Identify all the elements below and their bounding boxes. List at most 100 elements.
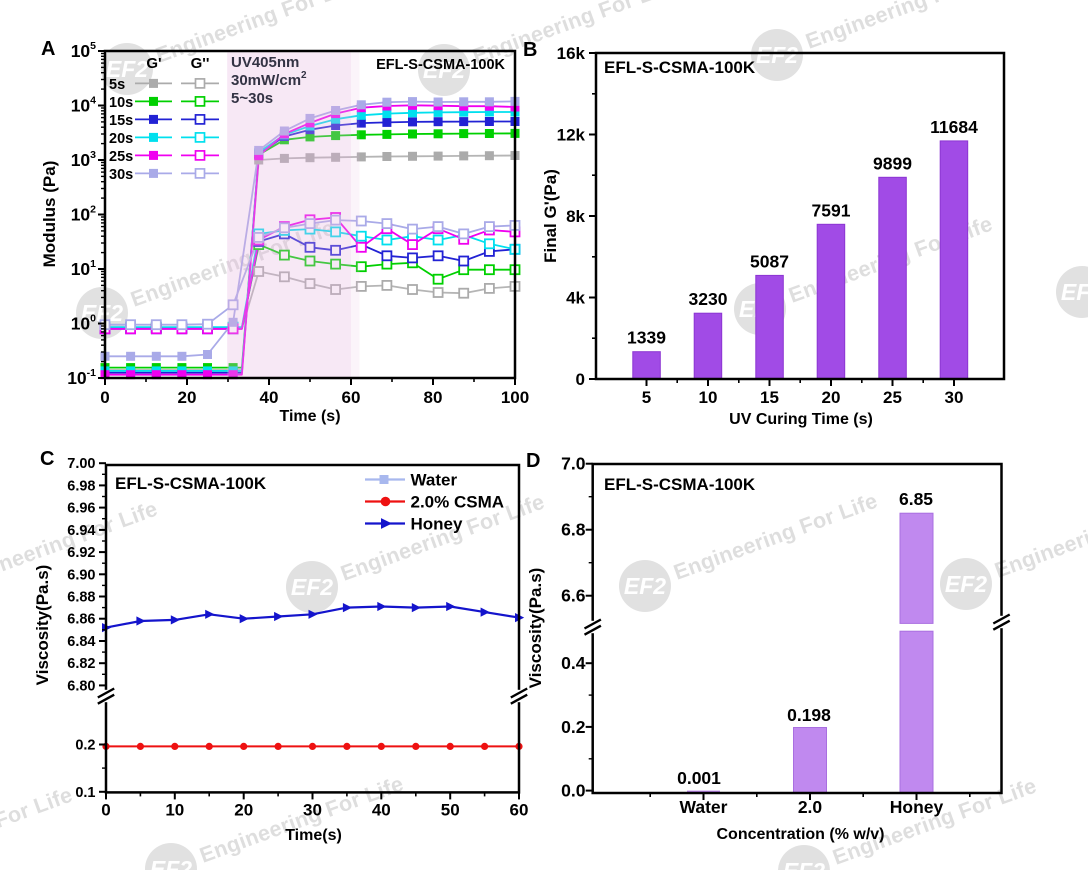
svg-text:0: 0 xyxy=(576,370,585,389)
svg-text:Time(s): Time(s) xyxy=(285,827,342,844)
svg-text:6.94: 6.94 xyxy=(67,523,95,539)
svg-text:6.82: 6.82 xyxy=(67,656,95,672)
svg-text:EF2: EF2 xyxy=(150,856,192,870)
svg-text:7591: 7591 xyxy=(812,200,851,220)
svg-text:Honey: Honey xyxy=(890,797,944,817)
svg-text:100: 100 xyxy=(501,388,529,407)
svg-text:6.80: 6.80 xyxy=(67,678,95,694)
svg-text:15: 15 xyxy=(760,388,779,407)
svg-text:EF2: EF2 xyxy=(624,573,666,599)
svg-text:EF2: EF2 xyxy=(291,574,333,600)
svg-text:0: 0 xyxy=(101,800,110,819)
svg-text:103: 103 xyxy=(71,149,96,170)
svg-text:50: 50 xyxy=(441,800,460,819)
svg-text:104: 104 xyxy=(71,95,96,116)
svg-text:102: 102 xyxy=(71,204,96,225)
svg-text:6.85: 6.85 xyxy=(899,489,933,509)
svg-text:6.98: 6.98 xyxy=(67,478,95,494)
svg-text:Water: Water xyxy=(680,797,728,817)
svg-text:D: D xyxy=(526,450,540,472)
svg-text:10: 10 xyxy=(165,800,184,819)
svg-text:7.0: 7.0 xyxy=(561,454,586,474)
svg-text:3230: 3230 xyxy=(689,289,728,309)
svg-text:Concentration (% w/v): Concentration (% w/v) xyxy=(716,826,884,843)
svg-text:30: 30 xyxy=(303,800,322,819)
svg-text:EF2: EF2 xyxy=(756,42,798,68)
svg-text:Final G'(Pa): Final G'(Pa) xyxy=(541,169,560,263)
svg-text:0.0: 0.0 xyxy=(561,781,586,801)
svg-text:20: 20 xyxy=(234,800,253,819)
svg-text:Modulus (Pa): Modulus (Pa) xyxy=(40,161,59,268)
svg-text:25: 25 xyxy=(883,388,902,407)
svg-text:40: 40 xyxy=(260,388,279,407)
svg-text:5: 5 xyxy=(642,388,651,407)
svg-text:20s: 20s xyxy=(109,131,133,147)
svg-text:7.00: 7.00 xyxy=(67,456,95,472)
svg-text:6.92: 6.92 xyxy=(67,545,95,561)
svg-text:5087: 5087 xyxy=(750,251,789,271)
svg-text:Honey: Honey xyxy=(411,515,464,534)
svg-text:20: 20 xyxy=(178,388,197,407)
svg-text:60: 60 xyxy=(510,800,529,819)
svg-text:9899: 9899 xyxy=(873,153,912,173)
svg-text:G'': G'' xyxy=(191,55,210,72)
svg-text:60: 60 xyxy=(342,388,361,407)
svg-text:101: 101 xyxy=(71,258,96,279)
svg-text:6.8: 6.8 xyxy=(561,520,586,540)
svg-text:12k: 12k xyxy=(557,126,586,145)
svg-text:0.001: 0.001 xyxy=(677,768,721,788)
svg-text:EFL-S-CSMA-100K: EFL-S-CSMA-100K xyxy=(115,474,267,493)
svg-text:4k: 4k xyxy=(566,289,585,308)
svg-text:30mW/cm2: 30mW/cm2 xyxy=(231,70,307,89)
svg-text:25s: 25s xyxy=(109,149,133,165)
svg-text:EF2: EF2 xyxy=(783,858,825,870)
svg-text:11684: 11684 xyxy=(930,117,978,137)
svg-text:Water: Water xyxy=(411,471,458,490)
svg-text:10: 10 xyxy=(699,388,718,407)
svg-text:EFL-S-CSMA-100K: EFL-S-CSMA-100K xyxy=(376,57,505,73)
svg-text:Time (s): Time (s) xyxy=(279,408,340,425)
svg-text:B: B xyxy=(523,39,537,61)
svg-text:0.2: 0.2 xyxy=(561,717,586,737)
svg-text:6.84: 6.84 xyxy=(67,634,95,650)
svg-text:EFL-S-CSMA-100K: EFL-S-CSMA-100K xyxy=(604,475,756,494)
svg-text:30: 30 xyxy=(945,388,964,407)
svg-text:EF2: EF2 xyxy=(1061,279,1088,305)
svg-text:5s: 5s xyxy=(109,77,125,93)
svg-text:2.0% CSMA: 2.0% CSMA xyxy=(411,493,505,512)
svg-text:100: 100 xyxy=(71,313,96,334)
svg-text:EF2: EF2 xyxy=(106,56,148,82)
svg-text:105: 105 xyxy=(71,40,96,61)
svg-text:20: 20 xyxy=(822,388,841,407)
svg-text:Viscosity(Pa.s): Viscosity(Pa.s) xyxy=(33,565,52,686)
svg-text:6.88: 6.88 xyxy=(67,590,95,606)
svg-text:0.1: 0.1 xyxy=(75,785,95,801)
svg-text:A: A xyxy=(41,38,55,60)
svg-text:0: 0 xyxy=(100,388,109,407)
svg-text:EFL-S-CSMA-100K: EFL-S-CSMA-100K xyxy=(604,58,756,77)
svg-text:80: 80 xyxy=(424,388,443,407)
svg-text:6.96: 6.96 xyxy=(67,501,95,517)
svg-text:8k: 8k xyxy=(566,207,585,226)
svg-text:30s: 30s xyxy=(109,167,133,183)
svg-text:UV Curing Time (s): UV Curing Time (s) xyxy=(729,411,873,428)
svg-text:6.6: 6.6 xyxy=(561,586,586,606)
svg-text:6.86: 6.86 xyxy=(67,612,95,628)
svg-text:2.0: 2.0 xyxy=(798,797,823,817)
svg-text:0.198: 0.198 xyxy=(787,705,831,725)
svg-text:15s: 15s xyxy=(109,113,133,129)
svg-text:6.90: 6.90 xyxy=(67,567,95,583)
svg-text:0.4: 0.4 xyxy=(561,653,586,673)
svg-text:10s: 10s xyxy=(109,95,133,111)
svg-text:EF2: EF2 xyxy=(423,57,465,83)
svg-text:0.2: 0.2 xyxy=(75,738,95,754)
svg-text:G': G' xyxy=(146,55,161,72)
svg-text:EF2: EF2 xyxy=(945,571,987,597)
svg-text:16k: 16k xyxy=(557,44,586,63)
svg-text:1339: 1339 xyxy=(627,328,666,348)
svg-text:40: 40 xyxy=(372,800,391,819)
svg-text:5~30s: 5~30s xyxy=(231,90,273,107)
svg-text:UV405nm: UV405nm xyxy=(231,54,299,71)
svg-text:C: C xyxy=(40,448,54,470)
svg-text:Viscosity(Pa.s): Viscosity(Pa.s) xyxy=(526,568,545,689)
